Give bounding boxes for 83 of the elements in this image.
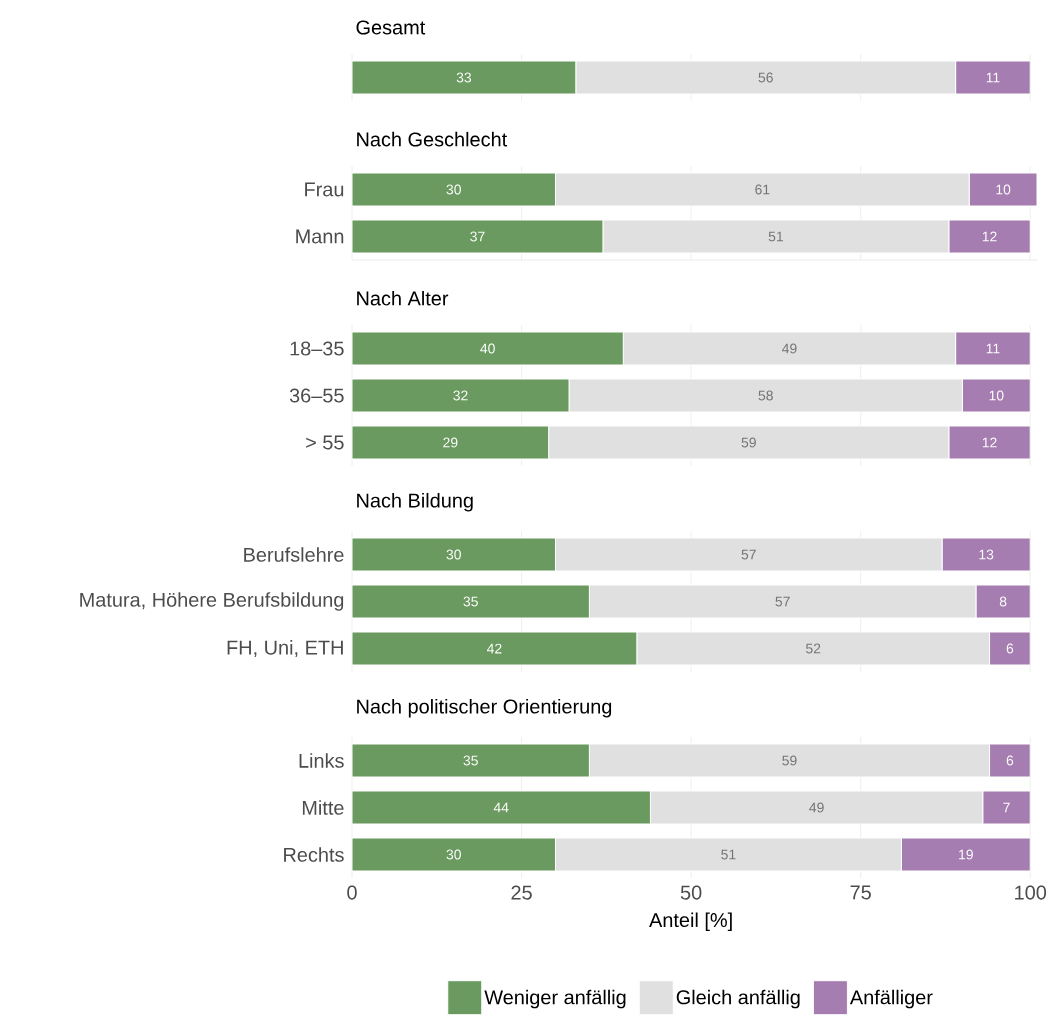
y-tick-label: Links (299, 753, 344, 768)
chart-title: Nach Bildung (357, 492, 473, 512)
data-label: 35 (463, 596, 478, 607)
data-label: 19 (959, 849, 973, 860)
data-label: 42 (486, 643, 502, 654)
y-tick-label: Mitte (302, 800, 344, 815)
data-label: 58 (758, 390, 773, 401)
data-label: 10 (989, 390, 1004, 401)
data-label: 52 (806, 643, 821, 654)
data-label: 44 (493, 802, 509, 813)
y-tick-label: Rechts (284, 847, 344, 862)
bar (989, 743, 1031, 778)
data-label: 6 (1006, 755, 1014, 766)
data-label: 49 (809, 802, 824, 813)
data-label: 49 (782, 343, 797, 354)
data-label: 35 (463, 755, 478, 766)
bar (989, 631, 1031, 666)
legend-label: Anfälliger (849, 989, 933, 1009)
y-tick-label: > 55 (306, 435, 344, 450)
data-label: 33 (456, 72, 472, 83)
y-tick-label: Berufslehre (244, 547, 344, 562)
chart-title: Nach Geschlecht (357, 131, 508, 147)
data-label: 57 (741, 549, 756, 560)
data-label: 11 (986, 72, 1000, 83)
y-tick-label: FH, Uni, ETH (227, 640, 343, 657)
bar (975, 584, 1031, 619)
bar (352, 584, 590, 619)
data-label: 30 (446, 184, 461, 195)
data-label: 61 (755, 184, 770, 195)
data-label: 30 (446, 849, 461, 860)
chart-title: Gesamt (356, 20, 426, 35)
data-label: 30 (446, 549, 461, 560)
x-tick-label: 75 (850, 885, 871, 900)
data-label: 10 (996, 184, 1011, 195)
y-tick-label: Matura, Höhere Berufsbildung (80, 592, 344, 611)
data-label: 59 (741, 437, 756, 448)
bar (961, 378, 1031, 413)
data-label: 51 (721, 849, 736, 860)
bar (352, 331, 624, 366)
y-tick-label: Mann (296, 229, 344, 244)
bar (352, 378, 570, 413)
x-tick-label: 25 (511, 885, 532, 900)
data-label: 40 (480, 343, 495, 354)
data-label: 12 (982, 231, 997, 242)
y-tick-label: Frau (305, 182, 344, 197)
bar (352, 425, 550, 460)
bar (352, 172, 556, 207)
bar (352, 790, 651, 825)
data-label: 29 (443, 437, 458, 448)
legend-label: Gleich anfällig (676, 989, 800, 1009)
data-label: 56 (758, 72, 773, 83)
bar (968, 172, 1038, 207)
y-tick-label: 36–55 (289, 388, 344, 403)
data-label: 51 (768, 231, 783, 242)
bar (982, 790, 1031, 825)
chart-title: Nach politischer Orientierung (357, 698, 612, 718)
bar (352, 219, 604, 254)
data-label: 57 (775, 596, 790, 607)
bar (352, 837, 556, 872)
data-label: 37 (470, 231, 485, 242)
y-tick-label: 18–35 (290, 341, 344, 356)
bar (352, 537, 556, 572)
bar (941, 537, 1031, 572)
data-label: 7 (1003, 802, 1010, 813)
bar (352, 743, 590, 778)
legend-label: Weniger anfällig (484, 989, 626, 1009)
bar (352, 631, 638, 666)
data-label: 6 (1006, 643, 1014, 654)
data-label: 12 (982, 437, 997, 448)
x-tick-label: 50 (680, 885, 702, 900)
data-label: 59 (782, 755, 797, 766)
x-axis-title: Anteil [%] (649, 912, 732, 932)
data-label: 8 (999, 596, 1007, 607)
bar (948, 425, 1031, 460)
chart-title: Nach Alter (357, 290, 449, 306)
bar (900, 837, 1031, 872)
bar (948, 219, 1031, 254)
data-label: 13 (979, 549, 994, 560)
data-label: 32 (453, 390, 468, 401)
bar (955, 331, 1031, 366)
x-tick-label: 100 (1015, 885, 1047, 900)
data-label: 11 (986, 343, 1000, 354)
x-tick-label: 0 (347, 885, 357, 900)
